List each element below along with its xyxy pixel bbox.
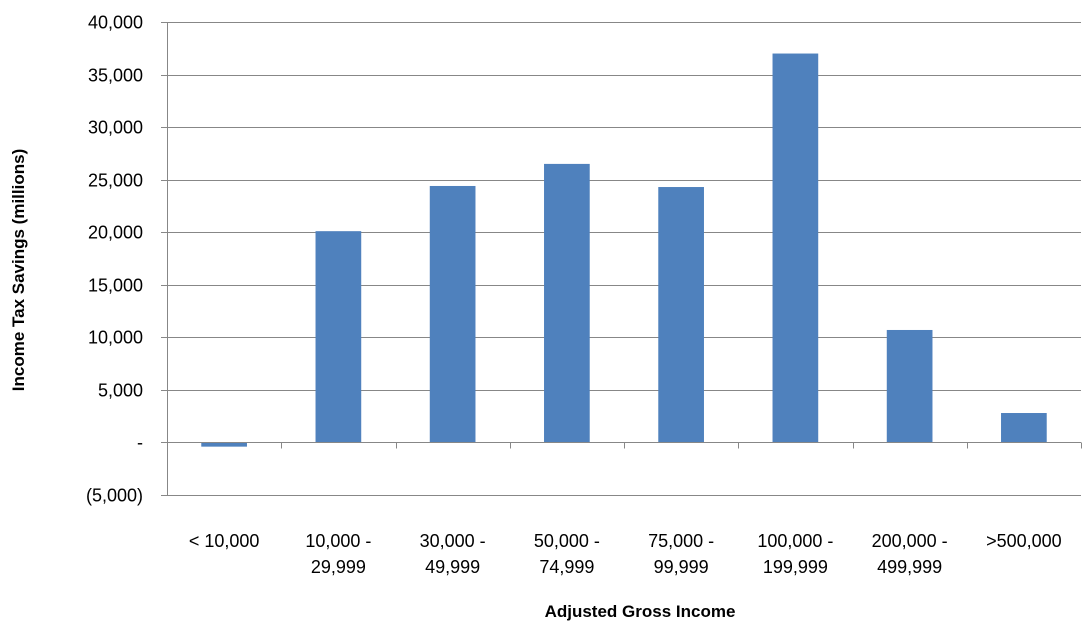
bar bbox=[1001, 413, 1047, 443]
gridlines bbox=[167, 22, 1081, 496]
bar bbox=[658, 187, 704, 443]
y-tick-label: 25,000 bbox=[88, 171, 143, 191]
y-tick-label: 15,000 bbox=[88, 276, 143, 296]
y-tick-label: 20,000 bbox=[88, 223, 143, 243]
y-tick-label: 5,000 bbox=[98, 381, 143, 401]
x-axis-title: Adjusted Gross Income bbox=[545, 602, 736, 621]
x-tick-label: 50,000 -74,999 bbox=[534, 531, 600, 577]
x-tick-label: 30,000 -49,999 bbox=[420, 531, 486, 577]
x-tick-label: 75,000 -99,999 bbox=[648, 531, 714, 577]
bar bbox=[315, 231, 362, 443]
y-tick-label: - bbox=[137, 433, 143, 453]
bar bbox=[429, 185, 476, 443]
x-tick-label: 100,000 -199,999 bbox=[757, 531, 833, 577]
bar bbox=[772, 53, 819, 443]
y-tick-label: 30,000 bbox=[88, 118, 143, 138]
y-tick-label: 10,000 bbox=[88, 328, 143, 348]
y-tick-label: (5,000) bbox=[86, 486, 143, 506]
bar bbox=[544, 163, 590, 443]
y-tick-labels: 40,000 35,000 30,000 25,000 20,000 15,000 10,0… bbox=[86, 13, 143, 506]
x-tick-label: < 10,000 bbox=[189, 531, 260, 551]
x-tick-labels: < 10,000 10,000 -29,999 30,000 -49,999 50,0… bbox=[189, 531, 1062, 577]
x-tick-label: >500,000 bbox=[986, 531, 1062, 551]
bars bbox=[201, 53, 1047, 447]
x-tick-label: 10,000 -29,999 bbox=[305, 531, 371, 577]
x-tick-label: 200,000 -499,999 bbox=[872, 531, 948, 577]
y-axis-title: Income Tax Savings (millions) bbox=[9, 149, 28, 391]
axes bbox=[161, 22, 1082, 496]
y-tick-label: 40,000 bbox=[88, 13, 143, 33]
bar bbox=[886, 329, 933, 443]
y-tick-label: 35,000 bbox=[88, 66, 143, 86]
bar bbox=[201, 442, 247, 447]
